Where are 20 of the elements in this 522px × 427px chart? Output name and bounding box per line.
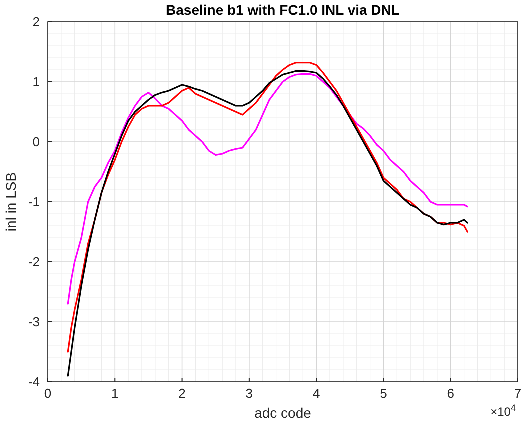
x-tick-label: 1 — [112, 386, 119, 401]
y-tick-label: 1 — [32, 74, 40, 90]
y-tick-label: -1 — [28, 194, 40, 210]
line-series — [67, 73, 468, 305]
y-tick-label: 0 — [32, 134, 40, 150]
y-axis-title: inl in LSB — [3, 172, 19, 232]
text: ×10$^{4}$ — [490, 403, 516, 419]
x-tick-label: 0 — [44, 386, 52, 401]
x-tick-label: 3 — [246, 386, 254, 401]
y-tick-label: -4 — [28, 374, 40, 390]
y-tick-label: -2 — [28, 254, 40, 270]
y-tick-label: -3 — [28, 314, 40, 330]
chart-title: Baseline b1 with FC1.0 INL via DNL — [166, 2, 400, 18]
x-tick-label: 2 — [178, 386, 186, 401]
x-tick-label: 4 — [312, 386, 320, 401]
x-axis-title: adc code — [254, 405, 312, 421]
y-tick-label: 2 — [32, 14, 40, 30]
x-tick-label: 7 — [514, 386, 522, 401]
x-tick-label: 5 — [380, 386, 388, 401]
x-tick-label: 6 — [447, 386, 454, 401]
